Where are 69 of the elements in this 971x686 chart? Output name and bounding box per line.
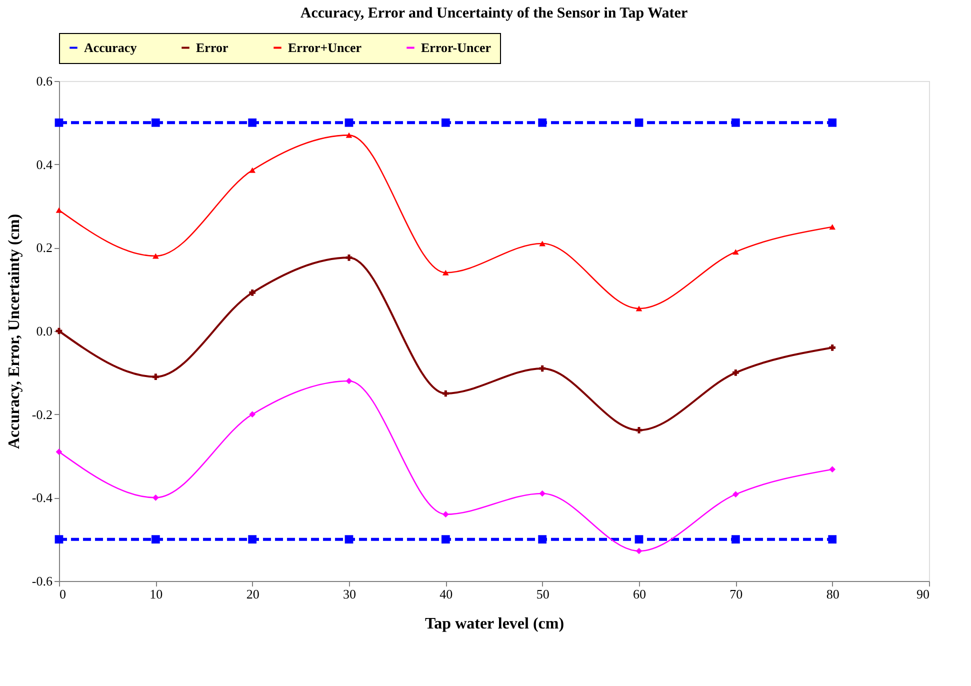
point: [636, 306, 642, 312]
point: [152, 494, 159, 501]
point: [441, 118, 450, 127]
point: [634, 118, 644, 127]
point: [829, 466, 836, 472]
point: [54, 535, 64, 544]
point: [538, 118, 547, 127]
point: [152, 374, 159, 380]
y-tick-label: -0.2: [32, 406, 52, 422]
point: [539, 365, 546, 372]
point: [732, 491, 739, 498]
point: [344, 535, 354, 544]
x-tick-label: 10: [150, 586, 163, 602]
point: [732, 370, 739, 376]
legend-label: Accuracy: [84, 40, 138, 55]
y-tick-label: 0.0: [36, 324, 52, 338]
point: [442, 511, 449, 518]
y-axis-title: Accuracy, Error, Uncertainty (cm): [6, 214, 23, 450]
point: [539, 240, 546, 246]
point: [538, 535, 547, 544]
y-tick-label: 0.4: [36, 156, 53, 172]
point: [442, 270, 449, 276]
x-tick-label: 40: [440, 586, 453, 602]
x-tick-label: 90: [916, 586, 930, 602]
point: [152, 253, 159, 259]
x-tick-label: 70: [730, 586, 743, 602]
x-tick-label: 30: [343, 586, 356, 602]
x-axis-title: Tap water level (cm): [424, 616, 564, 632]
point: [442, 390, 449, 397]
point: [732, 249, 739, 255]
x-tick-label: 50: [536, 586, 550, 602]
y-tick-label: 0.6: [36, 74, 53, 88]
y-tick-label: 0.2: [36, 240, 52, 256]
point: [248, 535, 257, 544]
chart-title: Accuracy, Error and Uncertainty of the Sensor in Tap Water: [300, 6, 688, 22]
x-tick-label: 0: [60, 586, 66, 602]
point: [249, 167, 256, 173]
legend-label: Error+Uncer: [288, 40, 362, 55]
y-tick-label: -0.6: [32, 574, 53, 588]
point: [56, 328, 62, 334]
point: [634, 535, 644, 544]
point: [56, 207, 62, 213]
point: [56, 448, 62, 455]
x-tick-label: 60: [633, 586, 646, 602]
point: [151, 535, 160, 544]
point: [346, 378, 352, 384]
point: [731, 118, 740, 127]
point: [636, 427, 642, 434]
x-tick-label: 20: [246, 586, 260, 602]
x-tick-label: 80: [826, 586, 840, 602]
point: [441, 535, 450, 544]
y-tick-label: -0.4: [32, 490, 53, 506]
point: [249, 411, 256, 418]
point: [828, 535, 837, 544]
legend-label: Error: [196, 40, 228, 55]
point: [344, 118, 354, 127]
point: [829, 224, 836, 230]
legend-label: Error-Uncer: [421, 40, 492, 55]
point: [539, 490, 546, 497]
point: [829, 344, 836, 351]
point: [346, 254, 352, 261]
point: [248, 118, 257, 127]
point: [249, 290, 256, 296]
point: [346, 132, 352, 138]
point: [54, 118, 64, 127]
point: [636, 548, 642, 554]
point: [828, 118, 837, 127]
point: [151, 118, 160, 127]
point: [731, 535, 740, 544]
